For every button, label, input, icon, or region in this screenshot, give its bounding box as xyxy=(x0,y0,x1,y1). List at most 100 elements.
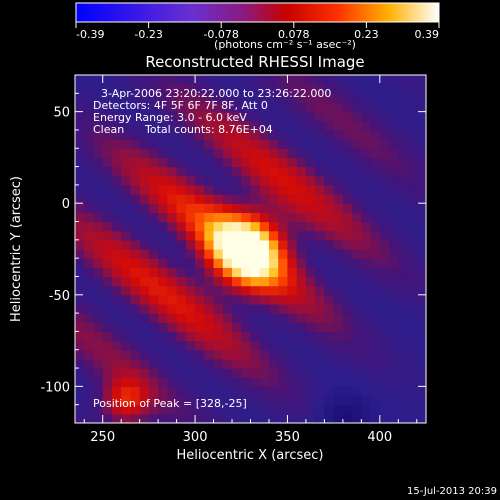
heatmap-cell xyxy=(250,358,261,369)
heatmap-cell xyxy=(75,340,85,351)
heatmap-cell xyxy=(342,303,353,314)
heatmap-cell xyxy=(139,413,150,423)
heatmap-cell xyxy=(139,148,150,159)
heatmap-cell xyxy=(158,203,168,213)
heatmap-cell xyxy=(185,139,196,149)
heatmap-cell xyxy=(176,175,187,186)
heatmap-cell xyxy=(296,148,307,159)
heatmap-cell xyxy=(222,322,233,333)
heatmap-cell xyxy=(176,166,187,177)
heatmap-cell xyxy=(139,93,150,104)
heatmap-cell xyxy=(111,93,122,104)
heatmap-cell xyxy=(278,148,289,159)
heatmap-cell xyxy=(305,249,316,259)
heatmap-cell xyxy=(93,368,104,378)
heatmap-cell xyxy=(379,294,390,305)
heatmap-cell xyxy=(121,340,132,351)
heatmap-cell xyxy=(296,276,307,287)
heatmap-cell xyxy=(222,386,233,397)
heatmap-cell xyxy=(379,230,390,241)
heatmap-cell xyxy=(268,102,279,113)
heatmap-cell xyxy=(176,395,187,406)
heatmap-cell xyxy=(361,102,372,113)
heatmap-cell xyxy=(185,203,196,213)
heatmap-cell xyxy=(250,294,261,305)
heatmap-cell xyxy=(167,148,178,159)
heatmap-cell xyxy=(102,194,113,204)
heatmap-cell xyxy=(204,111,215,122)
heatmap-cell xyxy=(185,157,196,168)
heatmap-cell xyxy=(333,249,344,259)
heatmap-cell xyxy=(315,230,325,241)
heatmap-cell xyxy=(139,102,150,113)
heatmap-cell xyxy=(370,377,381,387)
heatmap-cell xyxy=(75,75,85,85)
heatmap-cell xyxy=(342,377,353,387)
heatmap-cell xyxy=(158,129,168,140)
heatmap-cell xyxy=(324,249,335,259)
heatmap-cell xyxy=(305,404,316,415)
heatmap-cell xyxy=(84,386,95,397)
heatmap-cell xyxy=(296,313,307,323)
heatmap-cell xyxy=(222,175,233,186)
heatmap-cell xyxy=(278,413,289,423)
heatmap-cell xyxy=(305,313,316,323)
heatmap-cell xyxy=(259,413,270,423)
heatmap-cell xyxy=(315,267,325,278)
heatmap-cell xyxy=(102,212,113,223)
heatmap-cell xyxy=(389,276,399,287)
heatmap-cell xyxy=(407,212,418,223)
heatmap-cell xyxy=(407,294,418,305)
heatmap-cell xyxy=(324,377,335,387)
colorbar-unit: (photons cm⁻² s⁻¹ asec⁻²) xyxy=(214,38,356,51)
heatmap-cell xyxy=(121,84,132,94)
heatmap-cell xyxy=(148,303,159,314)
heatmap-cell xyxy=(407,75,418,85)
heatmap-cell xyxy=(241,249,252,259)
heatmap-cell xyxy=(130,111,141,122)
heatmap-cell xyxy=(148,230,159,241)
heatmap-cell xyxy=(102,267,113,278)
heatmap-cell xyxy=(111,340,122,351)
heatmap-cell xyxy=(75,349,85,360)
heatmap-cell xyxy=(361,129,372,140)
colorbar-ticks: -0.39 -0.23 -0.078 0.078 0.23 0.39 xyxy=(75,22,440,41)
heatmap-cell xyxy=(93,139,104,149)
heatmap-cell xyxy=(93,404,104,415)
heatmap-cell xyxy=(305,358,316,369)
heatmap-cell xyxy=(268,166,279,177)
heatmap-cell xyxy=(167,258,178,268)
colorbar-gradient xyxy=(76,3,439,22)
heatmap-cell xyxy=(250,221,261,232)
heatmap-cell xyxy=(407,111,418,122)
heatmap-cell xyxy=(158,303,168,314)
heatmap-cell xyxy=(352,184,362,195)
heatmap-cell xyxy=(389,303,399,314)
heatmap-cell xyxy=(370,93,381,104)
heatmap-cell xyxy=(398,404,409,415)
heatmap-cell xyxy=(259,84,270,94)
heatmap-cell xyxy=(305,194,316,204)
heatmap-cell xyxy=(148,120,159,131)
heatmap-cell xyxy=(195,267,205,278)
heatmap-cell xyxy=(379,84,390,94)
heatmap-cell xyxy=(342,111,353,122)
heatmap-cell xyxy=(222,166,233,177)
heatmap-cell xyxy=(398,148,409,159)
heatmap-cell xyxy=(287,129,298,140)
heatmap-cell xyxy=(278,267,289,278)
heatmap-cell xyxy=(296,303,307,314)
heatmap-cell xyxy=(342,386,353,397)
heatmap-cell xyxy=(158,148,168,159)
heatmap-cell xyxy=(148,331,159,342)
heatmap-cell xyxy=(148,386,159,397)
heatmap-cell xyxy=(222,212,233,223)
heatmap-cell xyxy=(176,377,187,387)
heatmap-cell xyxy=(130,194,141,204)
heatmap-cell xyxy=(342,203,353,213)
heatmap-cell xyxy=(204,194,215,204)
heatmap-cell xyxy=(130,276,141,287)
heatmap-cell xyxy=(305,230,316,241)
heatmap-cell xyxy=(398,212,409,223)
heatmap-cell xyxy=(185,303,196,314)
